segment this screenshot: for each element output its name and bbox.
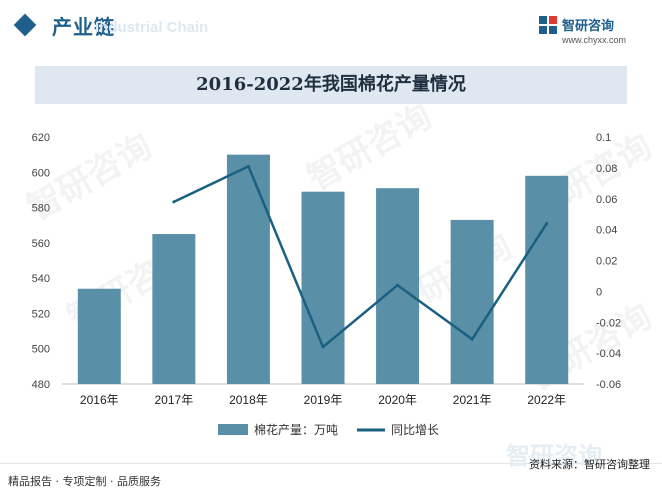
brand-logo-icon [539, 16, 557, 34]
x-tick-label: 2017年 [155, 393, 194, 407]
x-tick-label: 2022年 [527, 393, 566, 407]
legend-bar-swatch [218, 424, 248, 435]
footer: 智研咨询 资料来源：智研咨询整理 精品报告 · 专项定制 · 品质服务 [0, 442, 662, 501]
bar [152, 234, 196, 384]
x-tick-label: 2020年 [378, 393, 417, 407]
x-tick-label: 2018年 [229, 393, 268, 407]
y-right-tick-label: -0.06 [596, 379, 621, 391]
legend-bar-label: 棉花产量：万吨 [254, 422, 338, 437]
brand-url: www.chyxx.com [562, 35, 627, 45]
y-left-tick-label: 500 [32, 344, 50, 356]
y-right-tick-label: -0.02 [596, 317, 621, 329]
bar [450, 219, 494, 384]
combo-chart: 480 500 520 540 560 580 600 620 -0.06 -0.04 -0.02 0… [32, 132, 621, 437]
y-left-tick-label: 620 [32, 132, 50, 144]
page-title: 产业链 [52, 15, 115, 39]
y-right-tick-label: 0.08 [596, 163, 617, 175]
y-right-tick-label: 0.1 [596, 132, 611, 144]
footer-watermark: 智研咨询 [506, 442, 602, 470]
header: 产业链 Industrial Chain [0, 0, 662, 52]
y-left-tick-label: 560 [32, 238, 50, 250]
y-left-tick-label: 520 [32, 308, 50, 320]
bar [77, 288, 121, 384]
bar [226, 154, 270, 384]
footer-slogan: 精品报告 · 专项定制 · 品质服务 [8, 475, 161, 488]
x-tick-label: 2016年 [80, 393, 119, 407]
bar [301, 191, 345, 384]
y-left-tick-label: 540 [32, 273, 50, 285]
y-left-tick-label: 600 [32, 167, 50, 179]
growth-point [172, 200, 176, 204]
chart-title: 2016-2022年我国棉花产量情况 [196, 74, 466, 95]
diamond-icon [13, 13, 37, 37]
y-right-tick-label: 0.04 [596, 225, 617, 237]
y-right-tick-label: 0 [596, 286, 602, 298]
y-right-tick-label: -0.04 [596, 348, 621, 360]
chart-title-bar: 2016-2022年我国棉花产量情况 [35, 66, 627, 104]
brand-logo-block: 智研咨询 www.chyxx.com [538, 13, 648, 53]
growth-point [396, 283, 400, 287]
growth-point [246, 164, 250, 168]
y-right-tick-label: 0.06 [596, 194, 617, 206]
x-tick-label: 2021年 [453, 393, 492, 407]
growth-point [321, 345, 325, 349]
y-right-tick-label: 0.02 [596, 256, 617, 268]
x-tick-label: 2019年 [304, 393, 343, 407]
y-left-tick-label: 580 [32, 203, 50, 215]
y-left-tick-label: 480 [32, 379, 50, 391]
legend-line-label: 同比增长 [391, 423, 439, 437]
header-watermark: Industrial Chain [95, 19, 209, 36]
growth-point [470, 337, 474, 341]
growth-point [545, 221, 549, 225]
source-note: 资料来源：智研咨询整理 [529, 458, 650, 471]
bar [525, 175, 569, 384]
brand-name: 智研咨询 [562, 19, 615, 34]
growth-line [173, 165, 548, 349]
